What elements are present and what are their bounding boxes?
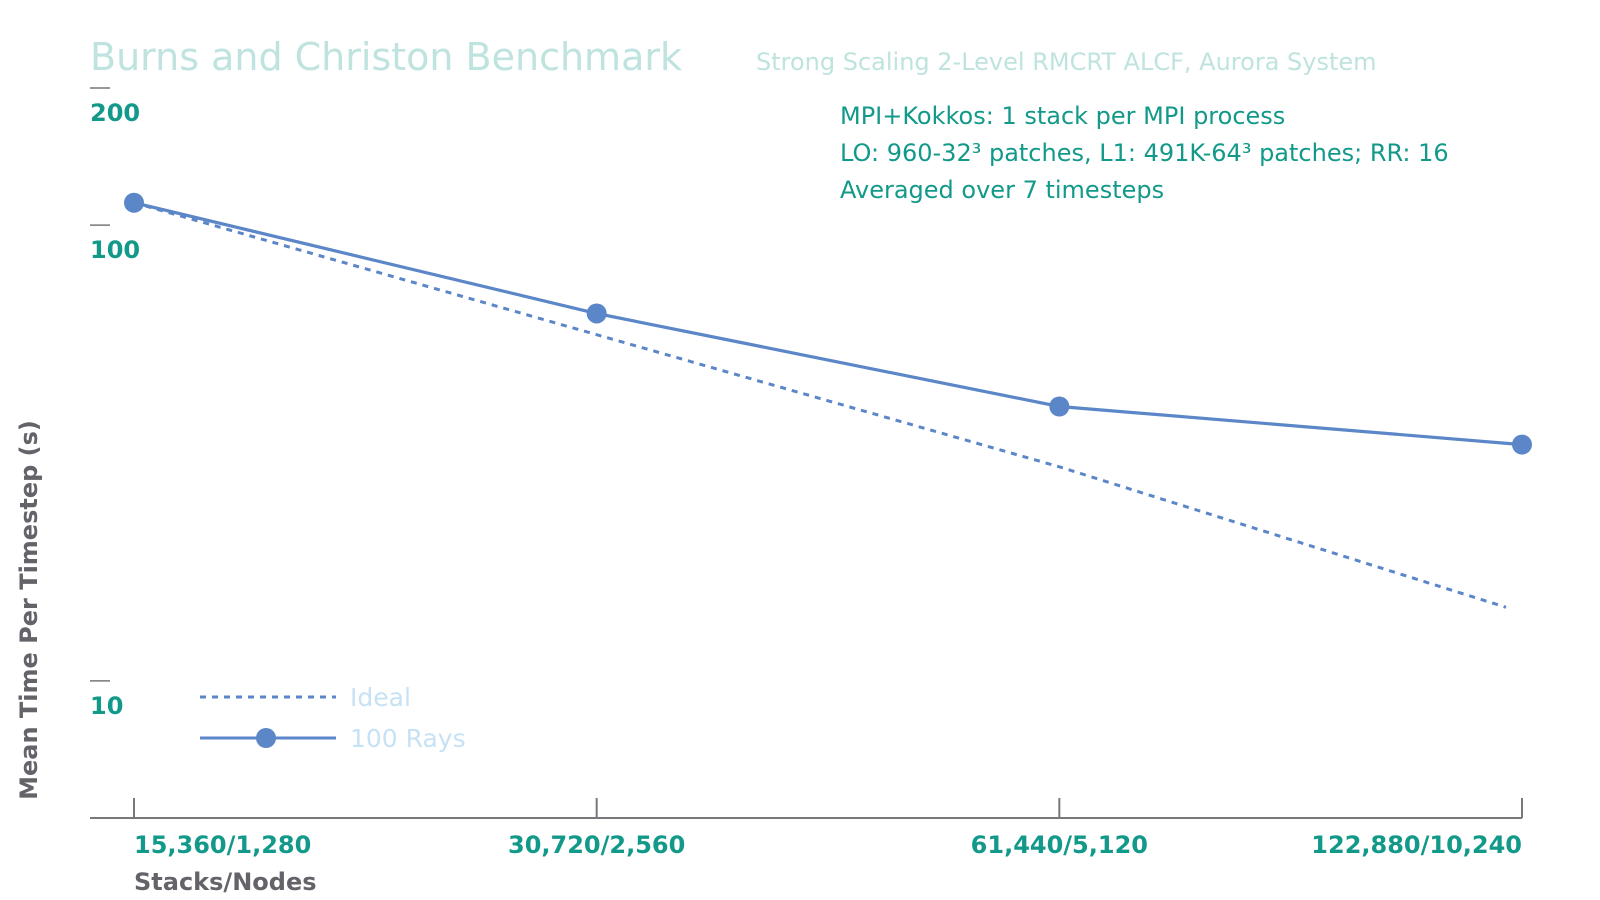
legend-ideal-label: Ideal <box>350 683 411 712</box>
y-tick-label: 100 <box>90 236 140 264</box>
y-tick-label: 200 <box>90 99 140 127</box>
x-tick-label: 15,360/1,280 <box>134 831 311 859</box>
chart-title: Burns and Christon Benchmark <box>90 35 682 79</box>
rays-100-line <box>133 201 1523 447</box>
annotation-line-3: Averaged over 7 timesteps <box>840 176 1164 204</box>
ideal-line <box>133 201 1507 609</box>
legend-100-rays-label: 100 Rays <box>350 724 466 753</box>
x-tick-label: 30,720/2,560 <box>508 831 685 859</box>
series-layer <box>124 192 1532 609</box>
chart-subtitle: Strong Scaling 2-Level RMCRT ALCF, Auror… <box>756 48 1377 76</box>
legend: Ideal 100 Rays <box>200 683 466 753</box>
x-tick-label: 122,880/10,240 <box>1311 831 1522 859</box>
rays-100-point <box>124 192 144 213</box>
rays-100-point <box>586 303 607 324</box>
annotation-line-2: LO: 960-32³ patches, L1: 491K-64³ patche… <box>840 139 1449 167</box>
rays-100-point <box>1049 396 1070 417</box>
annotation-line-1: MPI+Kokkos: 1 stack per MPI process <box>840 102 1285 130</box>
y-ticks: 200 100 10 <box>90 87 140 720</box>
y-axis-label: Mean Time Per Timestep (s) <box>15 420 43 800</box>
y-tick-label: 10 <box>90 692 123 720</box>
x-axis-label: Stacks/Nodes <box>134 868 317 896</box>
legend-100-rays-marker <box>256 728 276 748</box>
rays-100-point <box>1512 434 1532 455</box>
x-ticks: 15,360/1,280 30,720/2,560 61,440/5,120 122,… <box>133 798 1523 859</box>
x-tick-label: 61,440/5,120 <box>971 831 1148 859</box>
